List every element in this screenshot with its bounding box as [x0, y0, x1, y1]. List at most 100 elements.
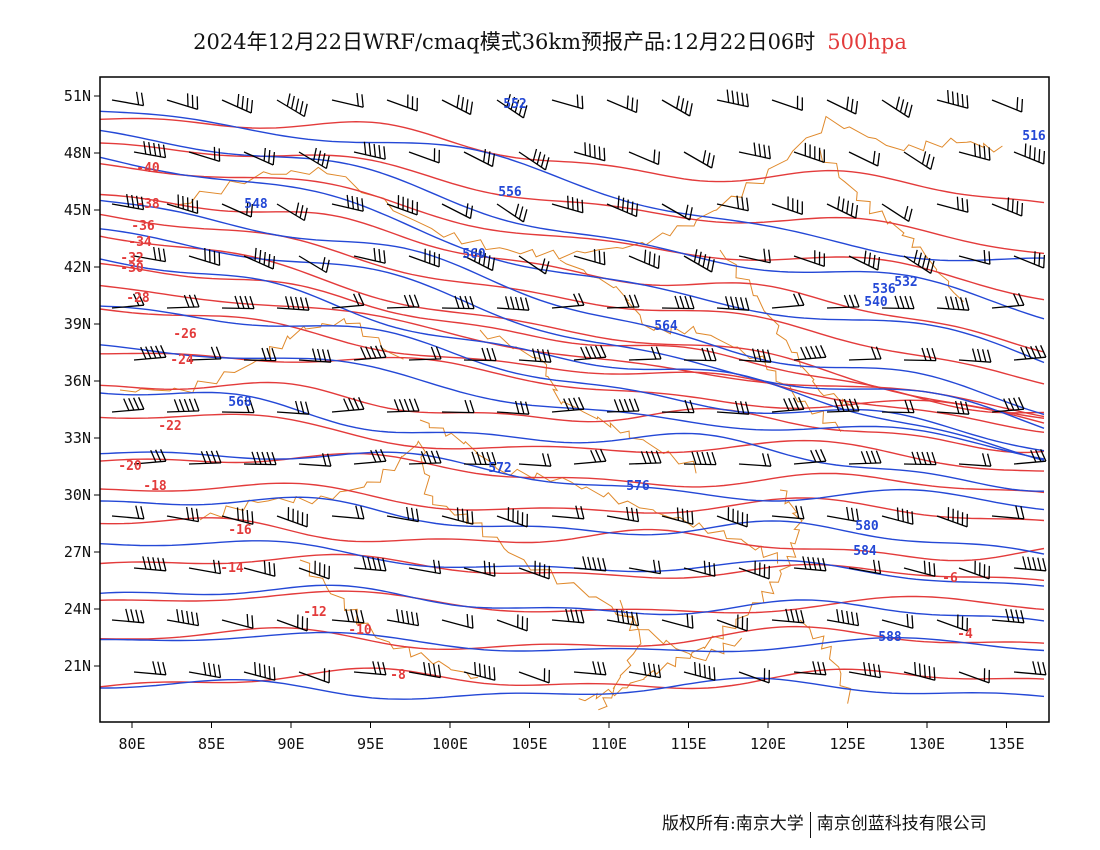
wind-barb — [441, 613, 474, 629]
wind-barb — [353, 556, 387, 572]
wind-barb — [408, 248, 440, 268]
wind-barb — [463, 347, 497, 362]
wind-barb — [661, 507, 694, 525]
wind-barb — [793, 345, 827, 361]
wind-barb — [716, 614, 748, 632]
wind-barb — [958, 249, 991, 265]
wind-barb — [606, 398, 640, 413]
temperature-contour-label: -28 — [126, 291, 150, 306]
wind-barb — [628, 450, 662, 465]
lon-tick-label: 125E — [829, 735, 865, 753]
boundary-line — [479, 329, 697, 474]
wind-barb — [298, 255, 330, 274]
height-contour-line — [99, 199, 1045, 416]
temperature-contour-label: -22 — [158, 419, 181, 434]
height-contour-label: 588 — [878, 630, 902, 645]
height-contour-line — [99, 451, 1045, 511]
wind-barb — [276, 296, 310, 311]
wind-barb — [793, 449, 827, 465]
company-name: 南京创蓝科技有限公司 — [816, 814, 987, 834]
temperature-contours — [99, 117, 1045, 690]
wind-barb — [496, 296, 530, 311]
wind-barb — [243, 147, 276, 166]
temperature-contour-line — [99, 284, 1045, 418]
wind-barb — [386, 398, 420, 413]
temperature-contour-line — [99, 590, 1045, 614]
boundary-line — [719, 249, 860, 412]
wind-barb — [628, 662, 662, 679]
height-contour-label: 556 — [498, 185, 522, 200]
height-contour-line — [99, 584, 1045, 622]
temperature-contour-line — [99, 308, 1045, 433]
wind-barb — [661, 399, 695, 414]
pressure-level: 500hpa — [827, 30, 907, 54]
wind-barb — [188, 450, 222, 465]
height-contour-line — [99, 631, 1045, 653]
wind-barb — [166, 398, 200, 413]
wind-barb — [243, 662, 276, 681]
temperature-contour-label: -32 — [120, 251, 143, 266]
wind-barb — [826, 398, 860, 413]
lon-tick-label: 90E — [277, 735, 304, 753]
wind-barb — [936, 507, 968, 528]
height-contour-label: 560 — [462, 247, 486, 262]
lat-tick-label: 21N — [64, 657, 91, 675]
wind-barb — [738, 142, 771, 160]
wind-barb — [133, 345, 167, 361]
height-contour-line — [99, 258, 1045, 461]
lon-tick-label: 95E — [357, 735, 384, 753]
wind-barb — [496, 94, 528, 119]
height-contour-line — [99, 305, 1045, 452]
wind-barb — [166, 294, 200, 309]
temperature-contour-line — [99, 482, 1045, 522]
wind-barb — [771, 608, 805, 624]
wind-barbs — [111, 89, 1047, 684]
wind-barb — [386, 294, 420, 309]
boundary-line — [419, 419, 779, 564]
copyright-text: 版权所有:南京大学 — [662, 814, 804, 834]
wind-barb — [518, 255, 550, 275]
wind-barb — [848, 662, 882, 679]
wind-barb — [111, 194, 145, 211]
wind-barb — [573, 249, 606, 266]
wind-barb — [606, 609, 640, 627]
wind-barb — [606, 506, 640, 523]
wind-barb — [716, 507, 748, 528]
wind-barb — [628, 149, 661, 166]
height-contour-label: 532 — [894, 275, 917, 290]
wind-barb — [331, 608, 365, 624]
wind-barb — [551, 195, 584, 214]
boundary-line — [799, 619, 852, 704]
wind-barb — [716, 400, 750, 415]
wind-barb — [606, 195, 639, 218]
wind-barb — [243, 451, 277, 466]
wind-barb — [188, 559, 222, 575]
wind-barb — [936, 90, 969, 109]
wind-barb — [111, 505, 145, 520]
wind-barb — [573, 345, 607, 361]
wind-barb — [111, 293, 145, 309]
wind-barb — [826, 96, 859, 115]
wind-barb — [518, 560, 550, 580]
wind-barb — [991, 197, 1024, 217]
wind-barb — [408, 662, 442, 679]
boundary-line — [174, 115, 1003, 260]
wind-barb — [551, 397, 585, 413]
height-contour-label: 540 — [864, 295, 888, 310]
wind-barb — [133, 141, 167, 159]
temperature-contour-label: -12 — [303, 605, 326, 620]
lat-tick-label: 33N — [64, 429, 91, 447]
height-contour-label: 568 — [228, 395, 252, 410]
wind-barb — [243, 560, 276, 577]
wind-barb — [903, 151, 935, 170]
temperature-contour-label: -26 — [173, 327, 197, 342]
temperature-contour-line — [99, 193, 1045, 353]
wind-barb — [771, 196, 803, 216]
lon-tick-label: 110E — [591, 735, 627, 753]
wind-barb — [188, 247, 221, 267]
lat-tick-label: 39N — [64, 315, 91, 333]
height-contour-label: 516 — [1022, 129, 1046, 144]
wind-barb — [276, 400, 310, 415]
temperature-contour-line — [99, 117, 1045, 204]
wind-barb — [903, 451, 937, 466]
